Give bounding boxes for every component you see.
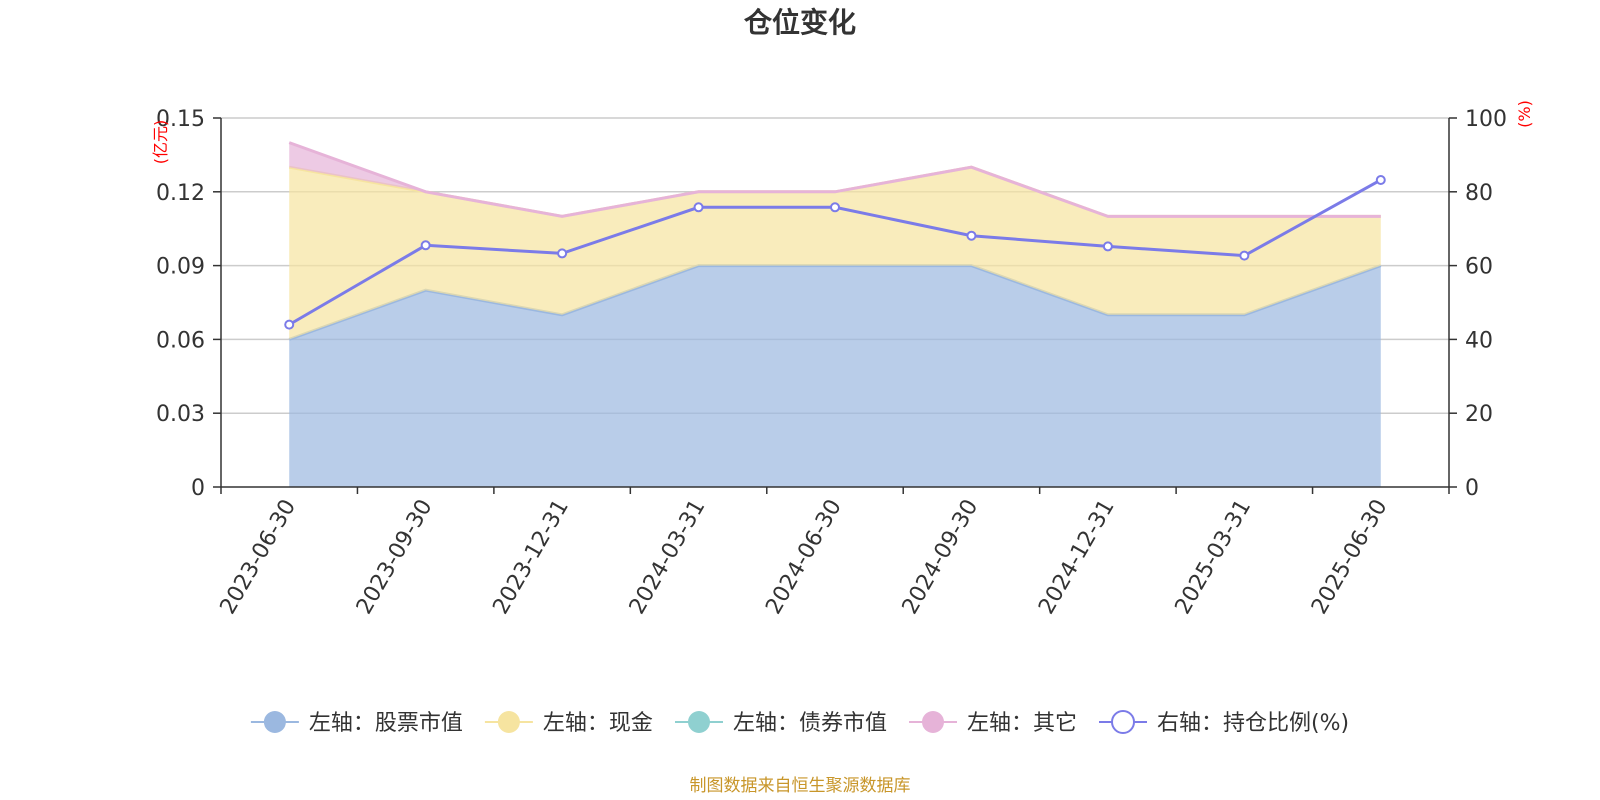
area-top-line [288,141,1381,218]
stacked-areas [288,141,1382,487]
legend-label: 左轴：债券市值 [733,711,887,736]
data-point [830,202,840,213]
legend-label: 左轴：股票市值 [309,711,463,736]
legend-swatch-marker [922,711,944,733]
data-point [693,202,704,213]
x-tick-label: 2024-06-30 [761,495,847,618]
left-tick-label: 0.12 [156,181,205,206]
right-tick-label: 100 [1465,107,1507,132]
legend-swatch-marker [1111,710,1135,734]
right-tick-label: 40 [1465,328,1493,353]
data-point [1239,250,1250,261]
legend-item: 左轴：其它 [909,711,1077,736]
x-tick-label: 2024-09-30 [898,495,984,618]
area-左轴：股票市值 [289,265,1381,487]
x-tick-label: 2025-03-31 [1171,495,1257,618]
x-tick-label: 2023-06-30 [216,495,302,618]
left-tick-label: 0.15 [156,107,205,132]
x-tick-label: 2024-03-31 [625,495,711,618]
legend-label: 右轴：持仓比例(%) [1157,711,1349,736]
legend-swatch-marker [263,711,286,733]
data-point [284,319,295,330]
legend-swatch-marker [688,711,710,733]
left-tick-label: 0.03 [156,402,205,427]
data-source-note: 制图数据来自恒生聚源数据库 [690,776,911,796]
data-point [557,248,568,259]
legend-item: 左轴：债券市值 [675,711,887,736]
chart-title: 仓位变化 [744,6,856,39]
data-point [966,230,977,241]
x-tick-label: 2023-12-31 [488,495,574,618]
legend-label: 左轴：现金 [543,711,653,736]
legend-label: 左轴：其它 [967,711,1077,736]
left-axis-unit: (亿元) [151,120,170,165]
area-左轴：现金 [289,167,1381,340]
x-tick-label: 2024-12-31 [1034,495,1120,618]
right-tick-label: 0 [1465,476,1479,501]
right-tick-label: 80 [1465,181,1493,206]
legend-item: 左轴：股票市值 [250,711,463,736]
legend-swatch-marker [497,711,520,733]
data-point [1375,174,1386,185]
legend: 左轴：股票市值 左轴：现金 左轴：债券市值 左轴：其它 右轴：持仓比例(%) [250,710,1349,736]
right-axis-unit: (%) [1515,100,1534,128]
legend-item: 左轴：现金 [484,711,653,736]
legend-item: 右轴：持仓比例(%) [1099,710,1349,736]
left-tick-label: 0.09 [156,255,205,280]
x-tick-label: 2023-09-30 [352,495,438,618]
data-point [420,240,431,251]
left-tick-label: 0.06 [156,328,205,353]
x-tick-label: 2025-06-30 [1307,495,1393,618]
right-tick-label: 20 [1465,402,1493,427]
holding-ratio-line [284,174,1386,330]
data-point [1102,241,1113,252]
left-tick-label: 0 [191,476,205,501]
right-tick-label: 60 [1465,255,1493,280]
